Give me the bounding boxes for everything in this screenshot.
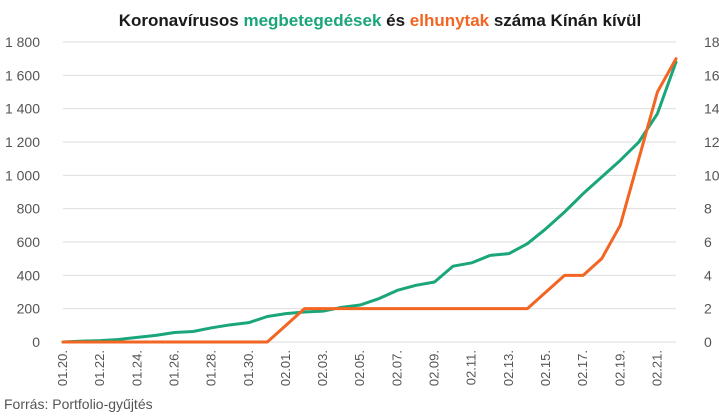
- right-tick-label: 8: [704, 201, 712, 217]
- x-tick-label: 02.21.: [649, 350, 664, 386]
- left-axis: 0 200 400 600 800 1 000 1 200 1 400 1 600 1 800: [5, 34, 40, 350]
- x-tick-label: 01.30.: [241, 350, 256, 386]
- left-tick-label: 200: [17, 301, 41, 317]
- x-tick-label: 01.28.: [204, 350, 219, 386]
- x-tick-label: 02.09.: [427, 350, 442, 386]
- x-tick-label: 01.26.: [166, 350, 181, 386]
- left-tick-label: 1 400: [5, 101, 40, 117]
- left-tick-label: 600: [17, 234, 41, 250]
- right-tick-label: 12: [704, 134, 719, 150]
- x-tick-label: 02.01.: [278, 350, 293, 386]
- title-part-3: és: [381, 11, 409, 30]
- right-axis: 0 2 4 6 8 10 12 14 16 18: [704, 34, 719, 350]
- title-part-5: száma Kínán kívül: [489, 11, 641, 30]
- x-tick-label: 02.03.: [315, 350, 330, 386]
- x-tick-label: 01.22.: [92, 350, 107, 386]
- x-tick-label: 02.11.: [464, 350, 479, 385]
- left-tick-label: 1 600: [5, 67, 40, 83]
- x-tick-label: 01.24.: [129, 350, 144, 386]
- right-tick-label: 16: [704, 67, 719, 83]
- grid-lines: [63, 41, 676, 343]
- x-tick-label: 02.13.: [501, 350, 516, 386]
- right-tick-label: 14: [704, 101, 719, 117]
- title-deaths-keyword: elhunytak: [410, 11, 490, 30]
- x-tick-label: 02.05.: [352, 350, 367, 386]
- x-axis: 01.20. 01.22. 01.24. 01.26. 01.28. 01.30. 02.0…: [55, 350, 664, 386]
- right-tick-label: 2: [704, 301, 712, 317]
- chart-title: Koronavírusos megbetegedések és elhunyta…: [119, 11, 642, 30]
- series-line-deaths: [61, 57, 678, 344]
- right-tick-label: 10: [704, 167, 719, 183]
- right-tick-label: 18: [704, 34, 719, 50]
- left-tick-label: 400: [17, 267, 41, 283]
- left-tick-label: 1 200: [5, 134, 40, 150]
- x-tick-label: 02.17.: [575, 350, 590, 386]
- right-tick-label: 4: [704, 267, 712, 283]
- x-tick-label: 02.15.: [538, 350, 553, 386]
- left-tick-label: 800: [17, 201, 41, 217]
- source-note: Forrás: Portfolio-gyűjtés: [4, 396, 153, 412]
- x-tick-label: 01.20.: [55, 350, 70, 386]
- left-tick-label: 1 000: [5, 167, 40, 183]
- title-cases-keyword: megbetegedések: [243, 11, 381, 30]
- title-part-1: Koronavírusos: [119, 11, 244, 30]
- x-tick-label: 02.19.: [612, 350, 627, 386]
- x-tick-label: 02.07.: [389, 350, 404, 386]
- right-tick-label: 0: [704, 334, 712, 350]
- left-tick-label: 1 800: [5, 34, 40, 50]
- series-lines: [61, 57, 678, 344]
- right-tick-label: 6: [704, 234, 712, 250]
- left-tick-label: 0: [32, 334, 40, 350]
- series-line-cases: [61, 60, 678, 344]
